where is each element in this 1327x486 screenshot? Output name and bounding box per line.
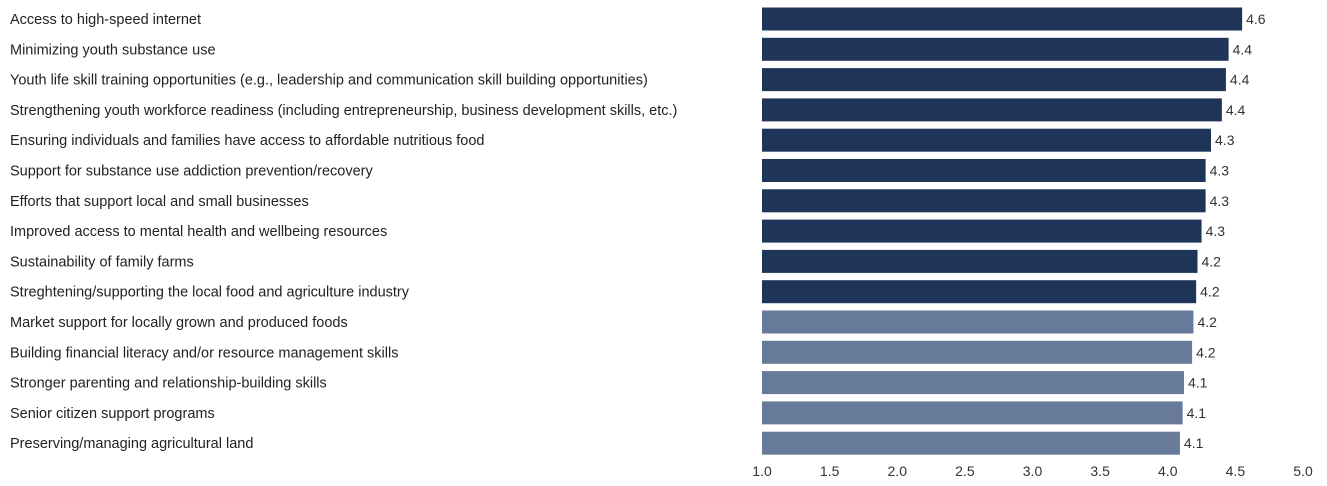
bar (762, 401, 1183, 425)
category-label: Youth life skill training opportunities … (10, 73, 648, 89)
bar-value-label: 4.2 (1202, 253, 1222, 269)
bar-value-label: 4.3 (1210, 163, 1230, 179)
bar-value-label: 4.2 (1197, 314, 1217, 330)
bar (762, 189, 1206, 213)
bar (762, 7, 1243, 31)
category-label: Strengthening youth workforce readiness … (10, 103, 677, 119)
category-label: Ensuring individuals and families have a… (10, 133, 485, 149)
bar (762, 37, 1229, 61)
bar-value-label: 4.4 (1233, 41, 1253, 57)
bar (762, 371, 1184, 395)
category-label: Support for substance use addiction prev… (10, 164, 373, 180)
bar (762, 431, 1180, 455)
category-label: Streghtening/supporting the local food a… (10, 285, 410, 301)
bar-value-label: 4.6 (1246, 11, 1266, 27)
x-tick-label: 1.5 (820, 463, 840, 479)
bar-value-label: 4.4 (1230, 72, 1250, 88)
x-tick-label: 2.5 (955, 463, 975, 479)
bar-value-label: 4.3 (1206, 223, 1226, 239)
bar (762, 340, 1193, 364)
bar (762, 280, 1197, 304)
x-tick-label: 5.0 (1293, 463, 1313, 479)
bar (762, 219, 1202, 243)
category-label: Senior citizen support programs (10, 406, 215, 422)
bar-value-label: 4.2 (1200, 284, 1220, 300)
category-label: Improved access to mental health and wel… (10, 224, 387, 240)
bar (762, 98, 1222, 122)
category-label: Minimizing youth substance use (10, 42, 216, 58)
x-tick-label: 1.0 (752, 463, 772, 479)
category-label: Preserving/managing agricultural land (10, 436, 253, 452)
bar-value-label: 4.1 (1184, 435, 1204, 451)
bar-value-label: 4.2 (1196, 344, 1216, 360)
bar-value-label: 4.1 (1187, 405, 1207, 421)
x-tick-label: 2.0 (888, 463, 908, 479)
category-label: Sustainability of family farms (10, 254, 194, 270)
category-label: Stronger parenting and relationship-buil… (10, 376, 327, 392)
x-tick-label: 4.5 (1226, 463, 1246, 479)
bar (762, 68, 1226, 92)
x-tick-label: 4.0 (1158, 463, 1178, 479)
bar (762, 128, 1212, 152)
bar-value-label: 4.3 (1215, 132, 1235, 148)
bar-value-label: 4.4 (1226, 102, 1246, 118)
bars (762, 7, 1243, 455)
category-label: Efforts that support local and small bus… (10, 194, 309, 210)
category-label: Market support for locally grown and pro… (10, 315, 348, 331)
category-label: Access to high-speed internet (10, 12, 201, 28)
value-labels: 4.6 4.4 4.4 4.4 4.3 4.3 4.3 4.3 4.2 4.2 4.2 4.2 4.1 4… (1184, 11, 1266, 451)
bar-value-label: 4.3 (1210, 193, 1230, 209)
x-tick-label: 3.5 (1090, 463, 1110, 479)
x-tick-label: 3.0 (1023, 463, 1043, 479)
category-label: Building financial literacy and/or resou… (10, 345, 398, 361)
bar (762, 159, 1206, 182)
bar (762, 310, 1194, 334)
bar-value-label: 4.1 (1188, 375, 1208, 391)
x-axis-tick-labels: 1.0 1.5 2.0 2.5 3.0 3.5 4.0 4.5 5.0 (752, 463, 1313, 479)
category-labels: Access to high-speed internet Minimizing … (10, 12, 677, 452)
bar (762, 249, 1198, 273)
